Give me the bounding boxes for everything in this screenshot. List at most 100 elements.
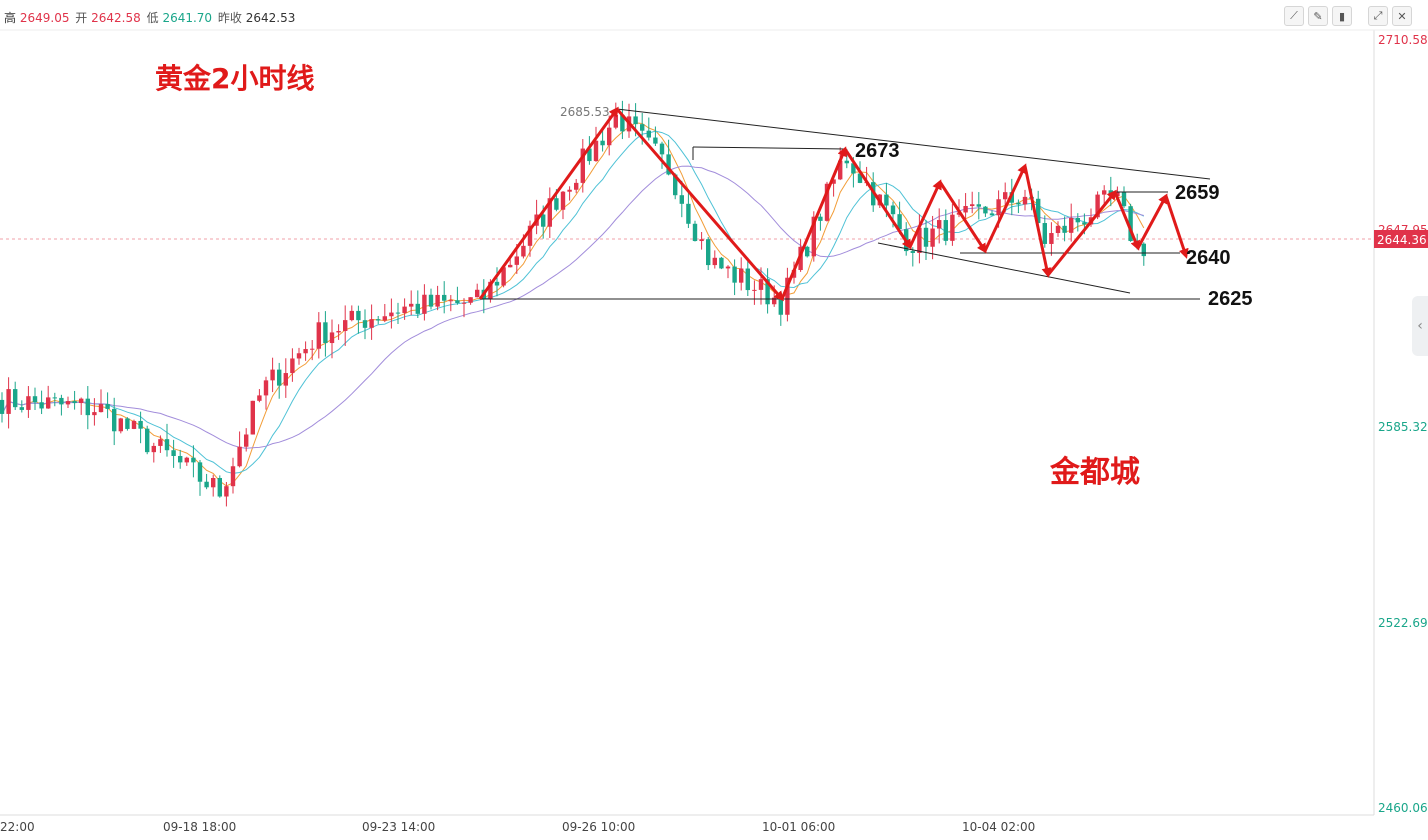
candle-body	[501, 267, 506, 286]
candle-body	[824, 183, 830, 221]
ma-fast-line	[1, 122, 1145, 487]
candle-body	[112, 408, 117, 432]
candle-body	[389, 312, 394, 317]
zigzag-arrow	[983, 163, 1027, 252]
candle-body	[1102, 190, 1107, 195]
candle-body	[39, 402, 44, 409]
candle-body	[52, 397, 57, 399]
level-2673-label: 2673	[855, 140, 900, 162]
pencil-icon[interactable]: ✎	[1308, 6, 1328, 26]
candle-body	[851, 163, 856, 174]
candle-body	[191, 457, 196, 463]
candle-body	[831, 179, 836, 184]
candle-body	[59, 397, 64, 405]
candle-body	[554, 198, 559, 210]
expand-icon[interactable]: ⤢	[1368, 6, 1388, 26]
candle-body	[92, 412, 97, 416]
candle-body	[607, 127, 612, 146]
collapse-panel-tab[interactable]: ‹	[1412, 296, 1428, 356]
candle-body	[98, 404, 104, 413]
candle-body	[303, 349, 308, 354]
candle-body	[244, 434, 249, 447]
candle-body	[514, 256, 519, 265]
watermark-text: 金都城	[1049, 455, 1140, 490]
candle-body	[930, 228, 935, 247]
candle-body	[382, 316, 387, 321]
chart-title: 黄金2小时线	[155, 62, 314, 95]
ma-slow-line	[1, 165, 1144, 449]
candle-body	[943, 220, 948, 241]
candle-body	[620, 114, 625, 132]
x-axis-ticks: 22:00 09-18 18:00 09-23 14:00 09-26 10:0…	[0, 820, 1035, 834]
candle-body	[442, 294, 447, 301]
y-tick-label: 2710.58	[1378, 33, 1428, 47]
candle-body	[435, 294, 440, 307]
candle-body	[1036, 198, 1041, 224]
candle-body	[395, 312, 401, 314]
zigzag-arrow	[478, 106, 619, 300]
candle-body	[343, 320, 348, 331]
line-chart-icon[interactable]: ⟋	[1284, 6, 1304, 26]
x-tick-label: 09-18 18:00	[163, 820, 236, 834]
candle-body	[541, 214, 546, 227]
candle-body	[692, 223, 698, 242]
candle-body	[785, 277, 790, 315]
last-price-text: 2644.36	[1377, 233, 1427, 247]
candle-body	[719, 257, 724, 269]
zigzag-arrow	[1164, 195, 1189, 259]
candle-body	[739, 268, 744, 283]
candle-body	[151, 445, 156, 453]
candle-body	[217, 478, 222, 497]
candle-body	[1049, 233, 1054, 244]
candle-body	[79, 398, 84, 404]
level-2640-label: 2640	[1186, 247, 1231, 269]
candle-body	[725, 266, 731, 269]
candle-body	[65, 401, 71, 405]
candle-body	[811, 216, 816, 257]
candle-body	[369, 319, 374, 328]
close-icon[interactable]: ✕	[1392, 6, 1412, 26]
candle-body	[1069, 217, 1074, 233]
candle-body	[475, 289, 480, 298]
candle-body	[1042, 223, 1047, 244]
high-label: 高	[4, 11, 17, 25]
candlesticks	[0, 100, 1146, 507]
ma-mid-line	[1, 130, 1145, 474]
candle-body	[356, 310, 361, 321]
candle-body	[613, 114, 618, 128]
candle-body	[560, 191, 566, 210]
candle-body	[580, 148, 585, 183]
candle-body	[745, 268, 750, 291]
candle-body	[290, 358, 295, 374]
candle-body	[778, 297, 783, 315]
ohlc-header: 高 2649.05 开 2642.58 低 2641.70 昨收 2642.53	[4, 9, 295, 26]
candle-body	[1121, 192, 1127, 207]
zigzag-arrows	[478, 106, 1189, 302]
candle-body	[884, 194, 889, 206]
candle-body	[336, 330, 341, 333]
candle-body	[890, 205, 896, 215]
candle-body	[105, 404, 110, 409]
moving-averages	[1, 122, 1145, 487]
candle-body	[376, 319, 381, 321]
candle-body	[679, 195, 684, 204]
candle-body	[633, 116, 638, 125]
candle-body	[910, 251, 915, 253]
candle-body	[917, 227, 922, 253]
candle-body	[1128, 206, 1133, 242]
candle-body	[402, 306, 407, 314]
candle-body	[706, 239, 711, 266]
candle-body	[1141, 243, 1146, 257]
candle-body	[211, 478, 216, 488]
candle-body	[428, 294, 434, 307]
last-price-badge	[1374, 230, 1428, 248]
zigzag-arrow	[780, 146, 847, 300]
candle-body	[138, 420, 143, 429]
candle-body	[950, 214, 955, 241]
candle-body	[277, 369, 282, 386]
candle-body	[547, 198, 552, 227]
candle-body	[937, 220, 942, 229]
candles-icon[interactable]: ▮	[1332, 6, 1352, 26]
candle-body	[996, 199, 1001, 216]
